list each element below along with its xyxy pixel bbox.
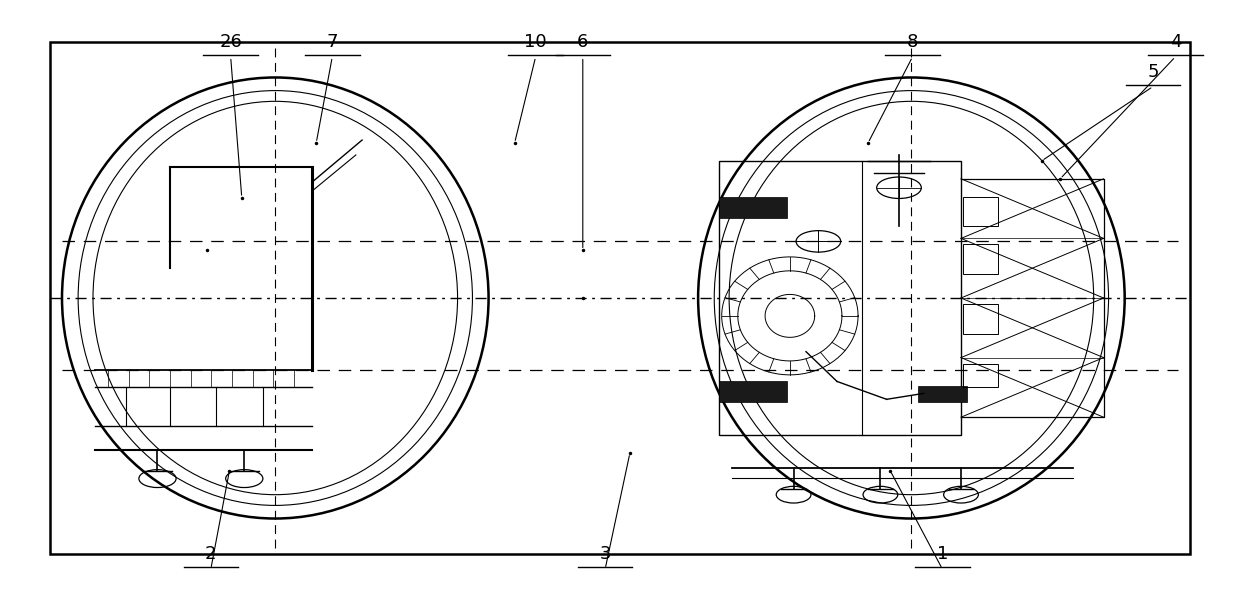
Bar [963,197,998,226]
Bar [719,197,787,218]
Text: 10: 10 [525,33,547,51]
Text: 7: 7 [326,33,339,51]
Bar [50,42,1190,554]
Text: 8: 8 [906,33,919,51]
Text: 4: 4 [1169,33,1182,51]
Text: 26: 26 [219,33,242,51]
Text: 2: 2 [205,545,217,563]
Text: 1: 1 [936,545,949,563]
Bar [963,304,998,334]
Bar [719,161,961,435]
Bar [963,244,998,274]
Text: 6: 6 [577,33,589,51]
Text: 5: 5 [1147,63,1159,80]
Text: 3: 3 [599,545,611,563]
Bar [963,364,998,387]
Bar [918,386,967,402]
Bar [719,381,787,402]
